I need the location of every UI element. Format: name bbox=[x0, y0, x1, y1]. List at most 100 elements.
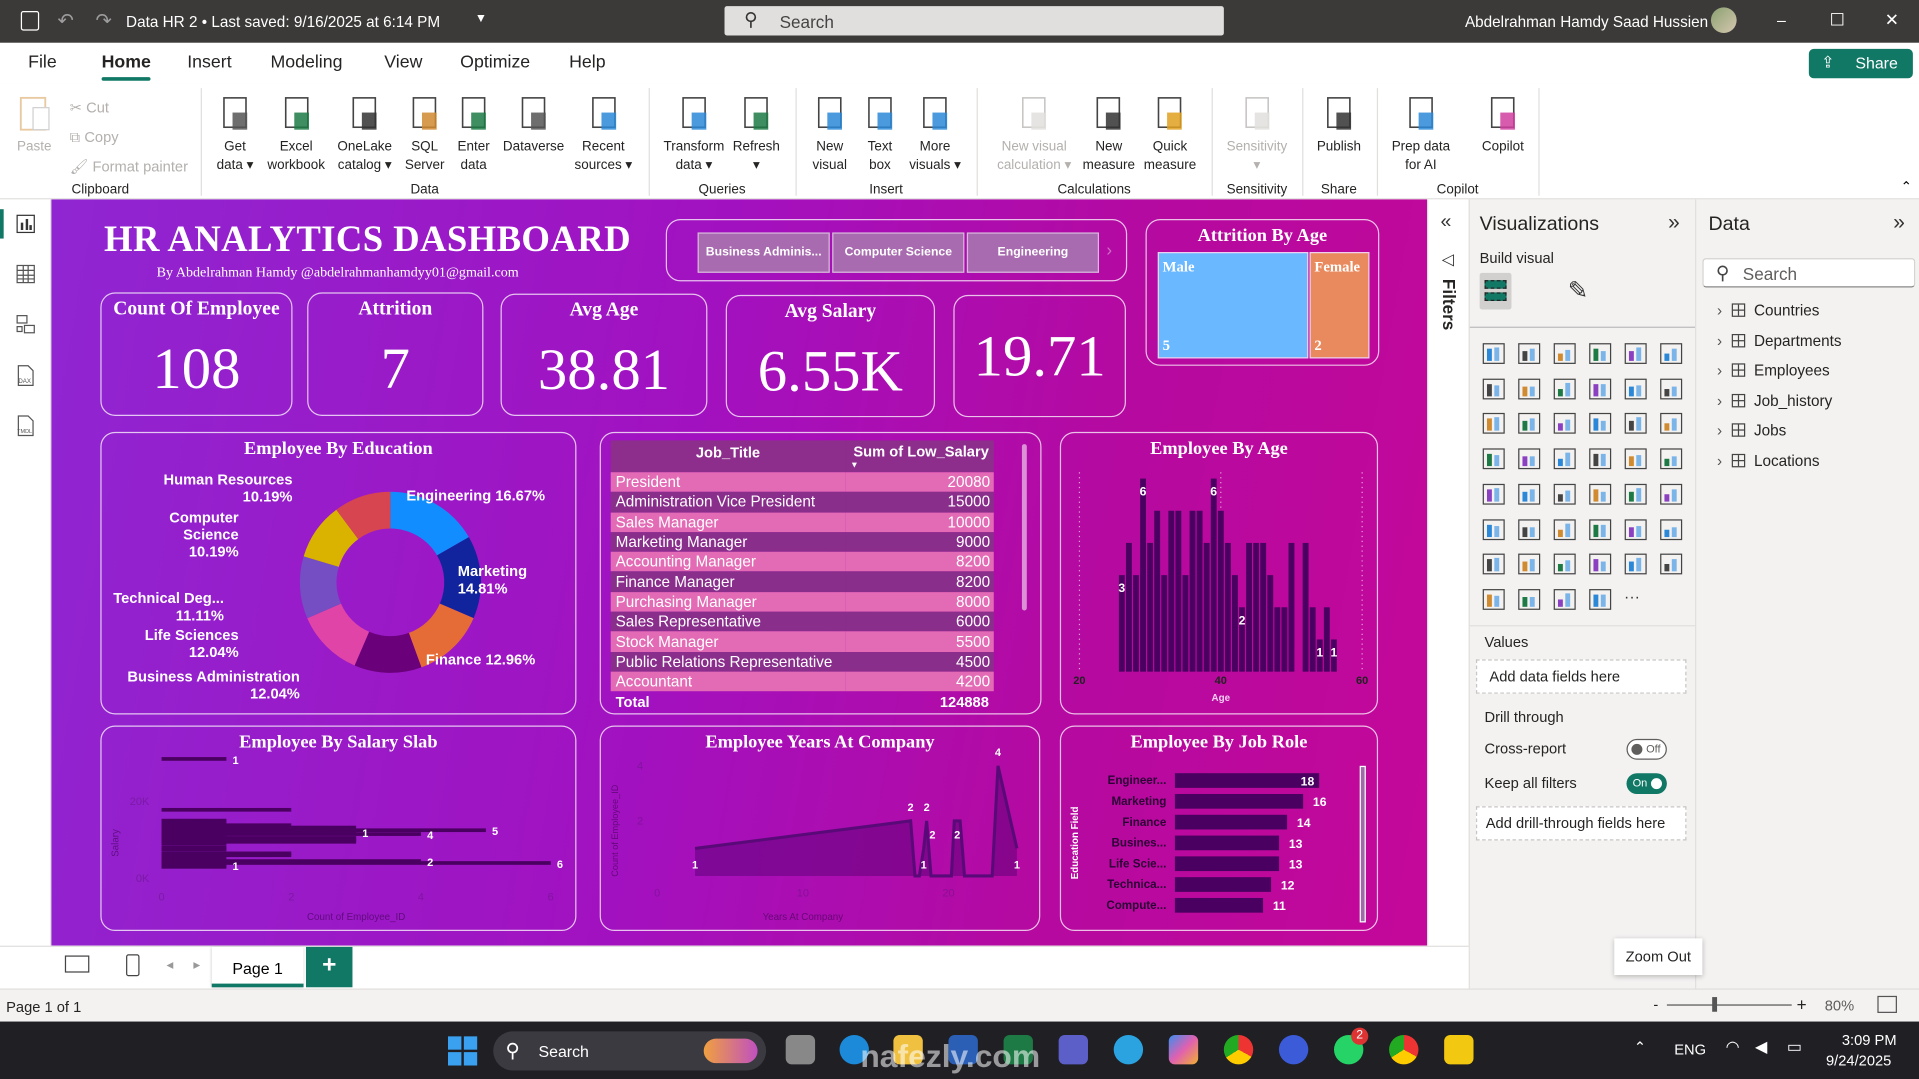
salary-bar[interactable] bbox=[161, 863, 227, 867]
salary-bar[interactable] bbox=[161, 847, 227, 852]
expand-filters-icon[interactable]: « bbox=[1440, 211, 1452, 233]
more-visual-icon[interactable]: ··· bbox=[1624, 587, 1640, 606]
line-clustered-column-visual-icon[interactable] bbox=[1660, 376, 1684, 400]
power-apps-visual-icon[interactable] bbox=[1482, 587, 1506, 611]
language-indicator[interactable]: ENG bbox=[1674, 1041, 1707, 1059]
decomposition-tree-visual-icon[interactable] bbox=[1553, 517, 1577, 541]
tmdl-view-icon[interactable]: TMDL bbox=[15, 415, 37, 437]
ribbon-button-queries-0[interactable]: Transform data ▾ bbox=[663, 93, 724, 175]
table-row[interactable]: Accounting Manager 8200 bbox=[610, 551, 994, 572]
chevron-right-icon[interactable]: › bbox=[1717, 392, 1723, 410]
azure-maps-3d-visual-icon[interactable] bbox=[1553, 587, 1577, 611]
gauge-visual-icon[interactable] bbox=[1624, 447, 1648, 471]
kpi-count-of-employee[interactable]: Count Of Employee 108 bbox=[100, 292, 293, 416]
windows-start-icon[interactable] bbox=[447, 1036, 478, 1066]
salary-bar[interactable] bbox=[161, 861, 551, 865]
salary-bar[interactable] bbox=[161, 839, 357, 844]
age-bar[interactable] bbox=[1147, 542, 1154, 672]
kpi-avg-age[interactable]: Avg Age 38.81 bbox=[500, 293, 708, 416]
telegram-icon[interactable] bbox=[1113, 1034, 1144, 1065]
table-row[interactable]: Sales Representative 6000 bbox=[610, 611, 994, 632]
wifi-icon[interactable]: ◠ bbox=[1725, 1037, 1740, 1056]
data-table-locations[interactable]: › Locations bbox=[1717, 452, 1819, 469]
close-button[interactable]: ✕ bbox=[1884, 9, 1900, 30]
age-bar[interactable] bbox=[1210, 478, 1217, 672]
values-drop-zone[interactable]: Add data fields here bbox=[1475, 659, 1687, 694]
ribbon-button-insert-1[interactable]: Text box bbox=[862, 93, 899, 175]
ribbon-button-calculations-0[interactable]: New visual calculation ▾ bbox=[997, 93, 1071, 175]
donut-visual-icon[interactable] bbox=[1660, 412, 1684, 436]
job-role-bar[interactable] bbox=[1174, 814, 1288, 830]
chrome-profile-icon[interactable] bbox=[1389, 1034, 1419, 1065]
chevron-right-icon[interactable]: › bbox=[1717, 422, 1723, 440]
word-icon[interactable] bbox=[948, 1034, 978, 1065]
age-bar[interactable] bbox=[1161, 575, 1168, 672]
narrative-visual-icon[interactable] bbox=[1624, 517, 1648, 541]
ribbon-button-sensitivity-0[interactable]: Sensitivity ▾ bbox=[1227, 93, 1287, 175]
prev-page-icon[interactable]: ◂ bbox=[166, 957, 174, 973]
edge-icon[interactable] bbox=[839, 1034, 869, 1065]
donut-chart[interactable] bbox=[102, 433, 578, 716]
ribbon-button-share-0[interactable]: Publish bbox=[1317, 93, 1361, 157]
collapse-ribbon-icon[interactable]: ⌃ bbox=[1900, 179, 1912, 195]
age-bar[interactable] bbox=[1267, 575, 1274, 672]
job-role-bar[interactable] bbox=[1174, 835, 1280, 851]
job-role-bar[interactable] bbox=[1174, 773, 1320, 788]
age-bar[interactable] bbox=[1118, 575, 1125, 672]
ribbon-button-data-1[interactable]: Excel workbook bbox=[267, 93, 325, 175]
chrome-icon[interactable] bbox=[1223, 1034, 1254, 1065]
age-bar[interactable] bbox=[1133, 575, 1139, 672]
copilot-icon[interactable] bbox=[1168, 1034, 1199, 1065]
job-role-bar[interactable] bbox=[1174, 793, 1304, 809]
age-bar[interactable] bbox=[1253, 542, 1260, 672]
model-view-icon[interactable] bbox=[16, 314, 36, 334]
column-header-low-salary[interactable]: Sum of Low_Salary ▼ bbox=[845, 440, 994, 472]
salary-bar[interactable] bbox=[161, 807, 292, 812]
cut-button[interactable]: ✂ Cut bbox=[70, 93, 188, 122]
100-area-visual-icon[interactable] bbox=[1589, 376, 1613, 400]
donut-slice-life-sciences[interactable] bbox=[307, 603, 370, 666]
save-icon[interactable] bbox=[20, 11, 40, 31]
chevron-right-icon[interactable]: › bbox=[1717, 302, 1723, 320]
salary-bar[interactable] bbox=[161, 841, 227, 846]
job-role-bar[interactable] bbox=[1174, 897, 1264, 913]
ribbon-button-data-3[interactable]: SQL Server bbox=[405, 93, 445, 175]
next-page-icon[interactable]: ▸ bbox=[193, 957, 201, 973]
salary-bar[interactable] bbox=[161, 825, 357, 830]
ribbon-button-copilot-0[interactable]: Prep data for AI bbox=[1392, 93, 1450, 175]
key-influencers-visual-icon[interactable] bbox=[1518, 517, 1542, 541]
goals-visual-icon[interactable] bbox=[1660, 517, 1684, 541]
donut-slice-computer-science[interactable] bbox=[303, 509, 359, 567]
salary-bar[interactable] bbox=[161, 834, 227, 838]
donut-slice-engineering[interactable] bbox=[390, 491, 469, 556]
age-bar[interactable] bbox=[1189, 510, 1196, 672]
scatter-visual-icon[interactable] bbox=[1589, 412, 1613, 436]
tab-modeling[interactable]: Modeling bbox=[270, 52, 343, 73]
data-table-employees[interactable]: › Employees bbox=[1717, 362, 1830, 379]
treemap-male[interactable]: Male 5 bbox=[1157, 252, 1309, 359]
age-bar[interactable] bbox=[1168, 510, 1175, 672]
salary-bar[interactable] bbox=[161, 836, 357, 840]
donut-slice-technical-deg-[interactable] bbox=[299, 556, 341, 619]
data-table-jobs[interactable]: › Jobs bbox=[1717, 422, 1786, 439]
age-bar[interactable] bbox=[1309, 607, 1316, 672]
paste-button[interactable]: Paste bbox=[16, 93, 53, 157]
table-row[interactable]: President 20080 bbox=[610, 472, 994, 493]
search-box[interactable]: ⚲ Search bbox=[724, 6, 1224, 36]
paginated-visual-icon[interactable] bbox=[1482, 552, 1506, 576]
share-button[interactable]: ⇪ Share ⌄ bbox=[1808, 48, 1913, 91]
build-visual-tab[interactable] bbox=[1479, 272, 1512, 310]
ribbon-button-data-4[interactable]: Enter data bbox=[455, 93, 492, 175]
ribbon-button-insert-2[interactable]: More visuals ▾ bbox=[909, 93, 961, 175]
age-bar[interactable] bbox=[1274, 607, 1281, 672]
donut-slice-human-resources[interactable] bbox=[336, 491, 391, 540]
page-tab-page-1[interactable]: Page 1 bbox=[211, 946, 304, 988]
tab-help[interactable]: Help bbox=[569, 52, 606, 73]
100-stacked-column-visual-icon[interactable] bbox=[1660, 341, 1684, 365]
sort-desc-icon[interactable]: ▼ bbox=[850, 461, 859, 470]
area-visual-icon[interactable] bbox=[1518, 376, 1542, 400]
salary-bar[interactable] bbox=[161, 832, 422, 836]
add-page-button[interactable]: + bbox=[305, 946, 353, 988]
ribbon-button-data-6[interactable]: Recent sources ▾ bbox=[575, 93, 632, 175]
